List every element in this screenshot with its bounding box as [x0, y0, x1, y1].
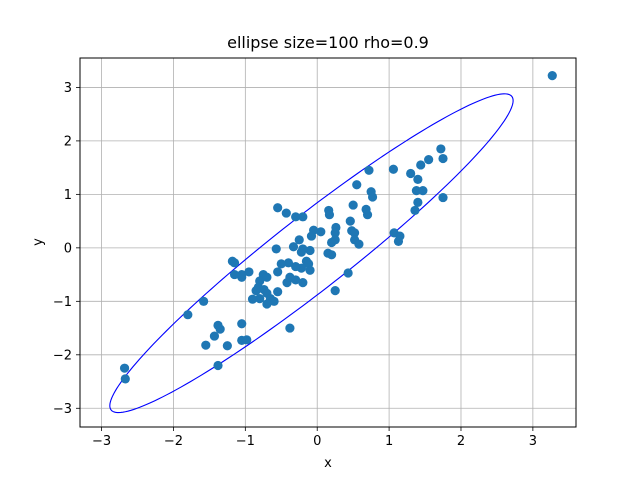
scatter-point — [120, 374, 130, 384]
scatter-point — [271, 244, 281, 254]
scatter-point — [273, 203, 283, 213]
scatter-point — [330, 228, 340, 238]
scatter-point — [436, 144, 446, 154]
axes-frame — [79, 57, 577, 428]
scatter-point — [251, 286, 261, 296]
scatter-point — [413, 174, 423, 184]
scatter-point — [349, 228, 360, 238]
scatter-point — [326, 237, 337, 248]
scatter-point — [352, 180, 362, 190]
scatter-point — [183, 310, 193, 320]
scatter-point — [247, 294, 258, 304]
scatter-point — [291, 212, 301, 222]
scatter-point — [547, 71, 557, 81]
scatter-point — [229, 269, 240, 280]
scatter-point — [305, 245, 315, 256]
scatter-point — [367, 192, 378, 202]
scatter-point — [229, 258, 240, 268]
scatter-point — [306, 231, 317, 241]
scatter-point — [416, 160, 426, 170]
scatter-point — [296, 247, 307, 257]
scatter-point — [361, 204, 371, 214]
scatter-point — [298, 278, 308, 288]
scatter-point — [438, 192, 448, 203]
y-tick-label: −2 — [53, 348, 72, 363]
y-tick-label: −3 — [53, 402, 72, 417]
scatter-point — [413, 197, 423, 207]
scatter-point — [262, 272, 272, 282]
scatter-point — [273, 287, 283, 297]
y-tick-label: 0 — [64, 241, 72, 256]
scatter-point — [406, 168, 416, 179]
scatter-point — [269, 296, 279, 306]
x-tick-label: 0 — [313, 434, 321, 449]
x-tick-label: 3 — [529, 434, 537, 449]
scatter-point — [438, 153, 448, 164]
scatter-point — [411, 186, 422, 196]
scatter-point — [237, 272, 247, 282]
scatter-point — [281, 208, 291, 218]
scatter-point — [326, 250, 337, 260]
scatter-point — [410, 205, 420, 216]
confidence-ellipse — [109, 93, 514, 414]
scatter-point — [291, 275, 301, 285]
scatter-point — [294, 235, 304, 245]
y-tick-label: 1 — [64, 188, 72, 203]
y-tick-label: 2 — [64, 134, 72, 149]
scatter-point — [201, 340, 211, 350]
scatter-point — [242, 335, 252, 345]
x-tick-label: −1 — [236, 434, 255, 449]
scatter-point — [237, 319, 247, 329]
scatter-point — [255, 294, 265, 304]
x-tick-label: −3 — [92, 434, 111, 449]
scatter-point — [298, 212, 308, 222]
scatter-point — [345, 216, 355, 226]
scatter-point — [262, 299, 272, 309]
scatter-point — [418, 186, 428, 196]
scatter-point — [283, 258, 294, 268]
x-axis-label: x — [324, 456, 332, 471]
scatter-point — [424, 155, 434, 165]
scatter-point — [244, 267, 254, 277]
scatter-point — [348, 200, 358, 210]
x-tick-label: 1 — [385, 434, 393, 449]
scatter-point — [209, 331, 220, 341]
y-tick-label: −1 — [53, 295, 72, 310]
scatter-point — [291, 261, 301, 272]
scatter-point — [213, 360, 223, 371]
scatter-point — [305, 265, 315, 275]
scatter-point — [273, 267, 283, 277]
y-tick-label: 3 — [64, 81, 72, 96]
chart-title: ellipse size=100 rho=0.9 — [227, 33, 429, 52]
scatter-point — [393, 236, 404, 247]
scatter-point — [330, 286, 340, 296]
scatter-point — [119, 363, 130, 373]
x-tick-label: −2 — [164, 434, 183, 449]
scatter-point — [354, 239, 364, 249]
scatter-point — [364, 165, 374, 175]
scatter-point — [276, 259, 286, 269]
scatter-point — [388, 164, 399, 174]
scatter-point — [324, 210, 335, 220]
scatter-point — [288, 242, 299, 252]
scatter-point — [343, 268, 353, 278]
scatter-point — [215, 324, 225, 334]
scatter-point — [285, 323, 295, 333]
y-axis-label: y — [31, 238, 46, 246]
scatter-point — [316, 227, 326, 237]
x-tick-label: 2 — [457, 434, 465, 449]
plot-area: −3 −2 −1 0 1 2 3 −3 −2 −1 0 1 2 3 — [53, 57, 577, 449]
scatter-point — [222, 341, 232, 351]
scatter-point — [199, 296, 209, 306]
